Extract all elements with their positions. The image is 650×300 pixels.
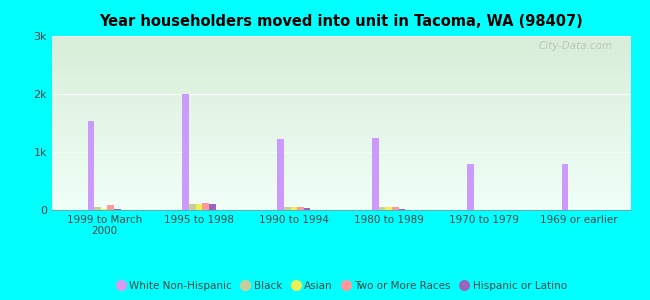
Bar bbox=[379, 207, 385, 210]
Bar bbox=[189, 205, 196, 210]
Bar bbox=[183, 94, 189, 210]
Bar bbox=[487, 209, 493, 210]
Bar bbox=[291, 206, 297, 210]
Bar bbox=[284, 207, 291, 210]
Bar bbox=[474, 209, 480, 210]
Bar bbox=[209, 204, 216, 210]
Bar bbox=[88, 121, 94, 210]
Bar bbox=[467, 164, 474, 210]
Bar bbox=[101, 208, 107, 210]
Bar bbox=[372, 137, 379, 210]
Bar bbox=[202, 203, 209, 210]
Text: City-Data.com: City-Data.com bbox=[539, 41, 613, 51]
Bar bbox=[297, 207, 304, 210]
Bar bbox=[114, 208, 121, 210]
Legend: White Non-Hispanic, Black, Asian, Two or More Races, Hispanic or Latino: White Non-Hispanic, Black, Asian, Two or… bbox=[111, 277, 571, 295]
Bar bbox=[398, 209, 405, 210]
Bar bbox=[562, 164, 568, 210]
Bar bbox=[568, 209, 575, 210]
Bar bbox=[94, 207, 101, 210]
Title: Year householders moved into unit in Tacoma, WA (98407): Year householders moved into unit in Tac… bbox=[99, 14, 583, 29]
Bar bbox=[304, 208, 311, 210]
Bar bbox=[278, 139, 284, 210]
Bar bbox=[385, 207, 392, 210]
Bar bbox=[392, 207, 398, 210]
Bar bbox=[107, 205, 114, 210]
Bar bbox=[196, 204, 202, 210]
